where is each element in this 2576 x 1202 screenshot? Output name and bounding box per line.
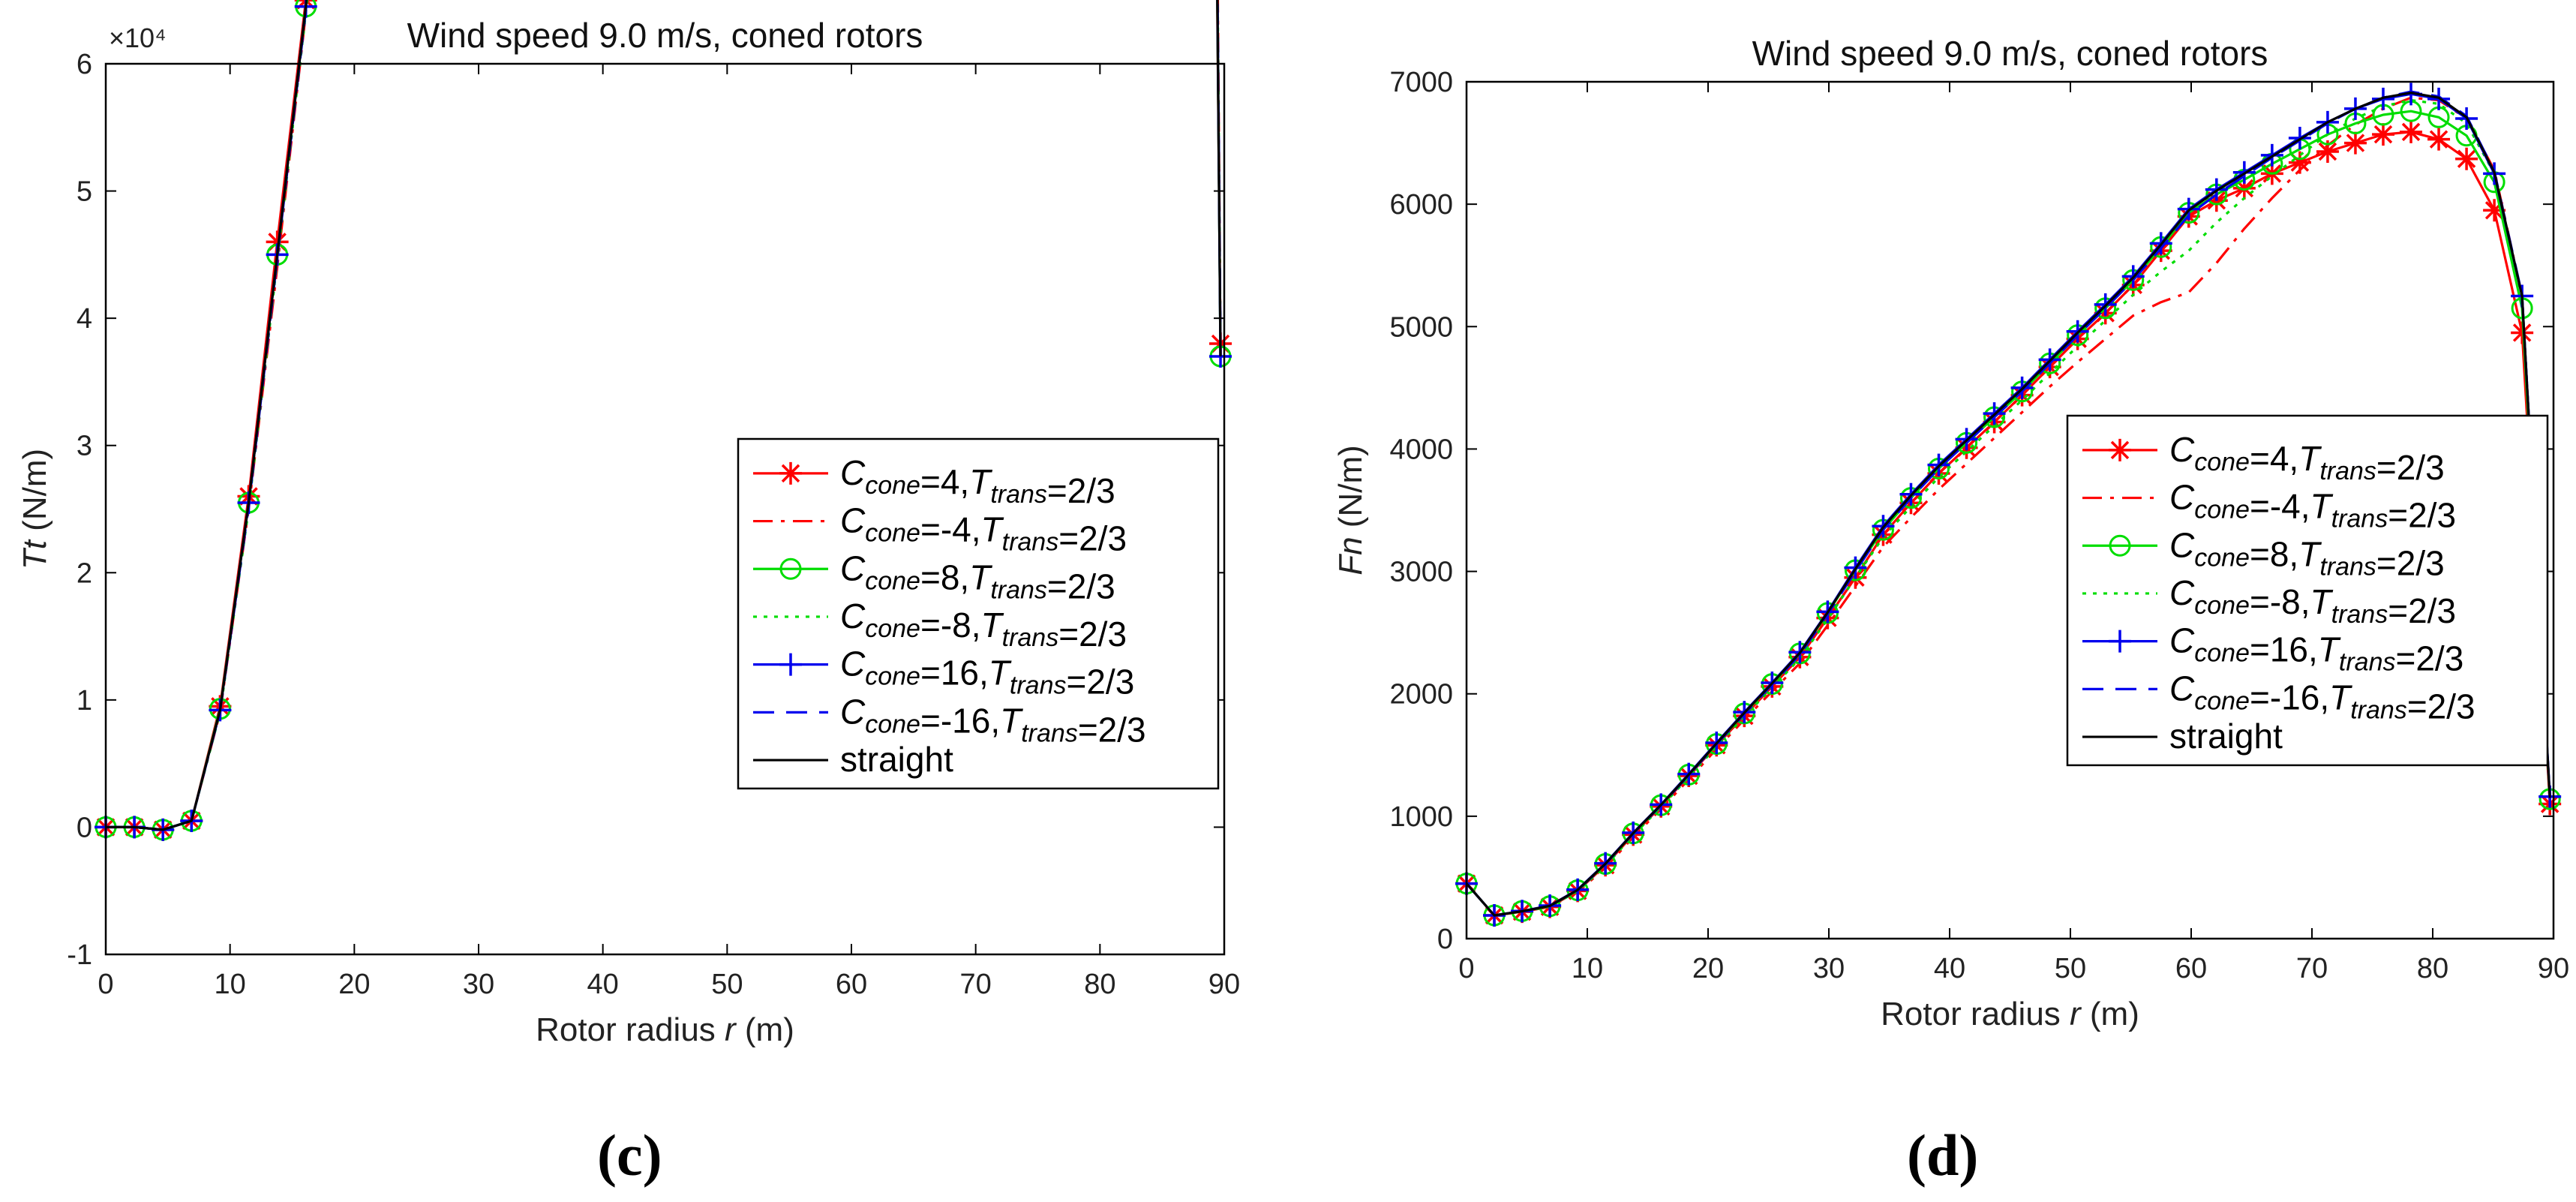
y-axis-label-c: Tt (N/m)	[17, 449, 53, 569]
x-tick-label-d-7: 70	[2296, 953, 2328, 984]
chart-d: 0 10 20 30 40 50 60 70 80 90 0 1000 2000 3000 4000 5000…	[1332, 34, 2569, 1032]
axes-box-c	[104, 62, 1226, 956]
panel-label-d: (d)	[1907, 1122, 1979, 1188]
legend-label-c-4: Ccone=16,Ttrans=2/3	[840, 645, 1134, 702]
x-tick-label-d-4: 40	[1934, 953, 1965, 984]
legend-label-d-0: Ccone=4,Ttrans=2/3	[2169, 430, 2445, 487]
x-tick-label-d-0: 0	[1458, 953, 1474, 984]
y-tick-label-c-1: 0	[77, 812, 92, 843]
x-tick-label-c-6: 60	[836, 969, 867, 1000]
x-tick-label-d-5: 50	[2055, 953, 2086, 984]
chart-title-c: Wind speed 9.0 m/s, coned rotors	[407, 16, 923, 55]
legend-marker-c-0	[779, 461, 802, 485]
legend-marker-d-4	[2109, 630, 2131, 653]
y-tick-label-c-7: 6	[77, 49, 92, 80]
y-tick-label-c-5: 4	[77, 303, 92, 335]
x-tick-label-c-0: 0	[98, 969, 113, 1000]
y-tick-label-c-2: 1	[77, 685, 92, 717]
y-axis-label-d: Fn (N/m)	[1332, 445, 1369, 575]
x-tick-label-c-3: 30	[463, 969, 494, 1000]
legend-box-c	[737, 437, 1220, 790]
series-point-d-0-28	[2232, 176, 2256, 200]
y-tick-label-d-0: 0	[1437, 924, 1453, 955]
series-line-c-6	[106, 0, 1222, 831]
x-tick-label-c-2: 20	[338, 969, 370, 1000]
legend-marker-c-2	[779, 557, 802, 580]
legend-label-d-5: Ccone=-16,Ttrans=2/3	[2169, 669, 2475, 726]
x-tick-label-d-6: 60	[2175, 953, 2207, 984]
x-tick-label-d-8: 80	[2417, 953, 2448, 984]
series-point-d-0-33	[2371, 123, 2394, 146]
legend-marker-d-2	[2109, 534, 2131, 557]
series-point-d-0-37	[2483, 199, 2506, 222]
y-tick-label-d-5: 5000	[1389, 311, 1453, 343]
panel-label-c: (c)	[597, 1122, 662, 1188]
legend-marker-c-4	[779, 653, 802, 676]
x-tick-label-c-8: 80	[1084, 969, 1115, 1000]
y-tick-label-d-7: 7000	[1389, 67, 1453, 98]
legend-c: Ccone=4,Ttrans=2/3Ccone=-4,Ttrans=2/3Cco…	[737, 437, 1220, 790]
x-tick-label-c-1: 10	[215, 969, 246, 1000]
legend-label-d-1: Ccone=-4,Ttrans=2/3	[2169, 478, 2456, 535]
y-tick-label-d-3: 3000	[1389, 557, 1453, 588]
series-point-d-0-35	[2427, 128, 2451, 151]
legend-label-c-6: straight	[840, 740, 953, 779]
legend-label-d-4: Ccone=16,Ttrans=2/3	[2169, 621, 2463, 678]
series-point-d-0-38	[2511, 321, 2534, 344]
series-line-d-6	[1465, 92, 2551, 917]
legend-label-c-3: Ccone=-8,Ttrans=2/3	[840, 596, 1127, 654]
series-point-d-0-34	[2400, 120, 2423, 143]
y-tick-label-c-0: -1	[67, 939, 92, 971]
legend-label-c-0: Ccone=4,Ttrans=2/3	[840, 453, 1115, 510]
legend-label-c-1: Ccone=-4,Ttrans=2/3	[840, 501, 1127, 558]
y-tick-label-d-6: 6000	[1389, 189, 1453, 221]
legend-d: Ccone=4,Ttrans=2/3Ccone=-4,Ttrans=2/3Cco…	[2066, 414, 2549, 767]
x-tick-label-c-7: 70	[960, 969, 992, 1000]
legend-marker-d-0	[2109, 438, 2131, 461]
legend-label-d-2: Ccone=8,Ttrans=2/3	[2169, 525, 2445, 582]
y-tick-label-c-4: 3	[77, 431, 92, 462]
exponent-label-c: ×10⁴	[109, 23, 167, 53]
series-point-d-0-36	[2455, 147, 2478, 170]
legend-label-c-5: Ccone=-16,Ttrans=2/3	[840, 692, 1146, 749]
x-tick-label-d-9: 90	[2538, 953, 2569, 984]
y-tick-label-c-6: 5	[77, 176, 92, 208]
series-point-d-0-31	[2316, 140, 2339, 163]
x-tick-label-d-1: 10	[1572, 953, 1603, 984]
axes-box-d	[1465, 80, 2555, 940]
series-point-c-0-6	[266, 230, 289, 254]
y-tick-label-d-2: 2000	[1389, 679, 1453, 711]
x-tick-label-c-9: 90	[1208, 969, 1240, 1000]
y-tick-label-c-3: 2	[77, 557, 92, 589]
x-axis-label-c: Rotor radius r (m)	[536, 1011, 794, 1048]
x-tick-label-d-3: 30	[1813, 953, 1845, 984]
x-tick-label-c-5: 50	[711, 969, 743, 1000]
legend-box-d	[2066, 414, 2549, 767]
x-tick-label-d-2: 20	[1692, 953, 1724, 984]
series-line-d-1	[1465, 96, 2551, 917]
y-tick-label-d-1: 1000	[1389, 801, 1453, 833]
series-point-d-0-30	[2288, 151, 2311, 174]
legend-label-d-3: Ccone=-8,Ttrans=2/3	[2169, 573, 2456, 630]
legend-label-c-2: Ccone=8,Ttrans=2/3	[840, 548, 1115, 606]
y-tick-label-d-4: 4000	[1389, 434, 1453, 465]
x-tick-label-c-4: 40	[587, 969, 619, 1000]
chart-title-d: Wind speed 9.0 m/s, coned rotors	[1752, 34, 2268, 73]
legend-label-d-6: straight	[2169, 717, 2283, 756]
series-point-d-0-32	[2343, 131, 2367, 155]
x-axis-label-d: Rotor radius r (m)	[1881, 996, 2139, 1032]
